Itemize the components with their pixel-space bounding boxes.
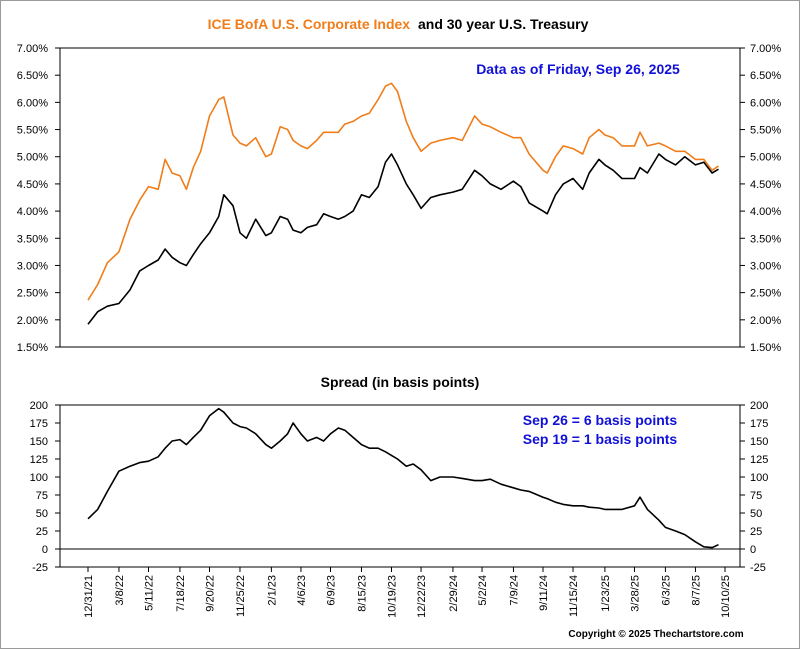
y-tick-label: 25 [750, 526, 762, 538]
x-tick-label: 9/20/22 [205, 575, 217, 612]
y-tick-label: 2.50% [750, 288, 781, 300]
top-y-axis-left: 1.50% 2.00% 2.50% 3.00% 3.50% 4.00% 4.50% 5.00%… [17, 43, 60, 354]
y-tick-label: 3.00% [750, 260, 781, 272]
x-tick-label: 5/11/22 [144, 575, 156, 611]
x-tick-label: 2/29/24 [448, 575, 460, 612]
y-tick-label: 75 [36, 490, 48, 502]
x-tick-label: 11/25/22 [235, 575, 247, 617]
y-tick-label: 50 [750, 508, 762, 520]
spread-y-axis-right: -25 0 25 50 75 100 125 150 175 200 [740, 400, 768, 574]
y-tick-label: 1.50% [750, 342, 781, 354]
x-tick-label: 2/1/23 [266, 575, 278, 606]
data-as-of-note: Data as of Friday, Sep 26, 2025 [476, 61, 680, 77]
y-tick-label: 4.00% [17, 206, 48, 218]
x-tick-label: 7/18/22 [175, 575, 187, 612]
y-tick-label: 150 [750, 436, 768, 448]
x-tick-label: 7/9/24 [508, 575, 520, 606]
x-tick-label: 5/2/24 [477, 575, 489, 606]
y-tick-label: 5.00% [17, 152, 48, 164]
y-tick-label: 100 [750, 472, 768, 484]
y-tick-label: -25 [750, 562, 766, 574]
y-tick-label: 1.50% [17, 342, 48, 354]
x-tick-label: 3/28/25 [630, 575, 642, 612]
x-axis: 12/31/21 3/8/22 5/11/22 7/18/22 9/20/22 11/25… [83, 567, 732, 618]
y-tick-label: 6.50% [750, 70, 781, 82]
y-tick-label: 5.00% [750, 152, 781, 164]
x-tick-label: 10/19/23 [387, 575, 399, 618]
x-tick-label: 12/31/21 [83, 575, 95, 618]
x-tick-label: 12/22/23 [416, 575, 428, 618]
y-tick-label: 200 [750, 400, 768, 412]
x-tick-label: 9/11/24 [538, 575, 550, 611]
title-corporate: ICE BofA U.S. Corporate Index [208, 16, 411, 32]
x-tick-label: 6/3/25 [660, 575, 672, 606]
x-tick-label: 6/9/23 [326, 575, 338, 606]
y-tick-label: 3.50% [750, 233, 781, 245]
x-tick-label: 1/23/25 [600, 575, 612, 612]
series-line-corporate [87, 82, 719, 301]
top-plot-area [59, 47, 741, 348]
x-tick-label: 10/10/25 [720, 575, 732, 618]
x-tick-label: 4/6/23 [296, 575, 308, 606]
y-tick-label: 5.50% [750, 125, 781, 137]
y-tick-label: 50 [36, 508, 48, 520]
y-tick-label: 2.00% [17, 315, 48, 327]
y-tick-label: 7.00% [750, 43, 781, 55]
y-tick-label: 6.00% [17, 97, 48, 109]
y-tick-label: 4.50% [17, 179, 48, 191]
spread-series-lines [87, 407, 719, 549]
y-tick-label: 0 [42, 544, 48, 556]
y-tick-label: 150 [30, 436, 48, 448]
spread-plot-area [59, 404, 741, 568]
y-tick-label: 6.50% [17, 70, 48, 82]
copyright: Copyright © 2025 Thechartstore.com [568, 629, 743, 640]
y-tick-label: 2.50% [17, 288, 48, 300]
y-tick-label: 25 [36, 526, 48, 538]
x-tick-label: 3/8/22 [114, 575, 126, 606]
top-series-lines [87, 82, 719, 325]
y-tick-label: 4.50% [750, 179, 781, 191]
y-tick-label: -25 [32, 562, 48, 574]
y-tick-label: 125 [750, 454, 768, 466]
y-tick-label: 200 [30, 400, 48, 412]
y-tick-label: 175 [30, 418, 48, 430]
y-tick-label: 7.00% [17, 43, 48, 55]
y-tick-label: 2.00% [750, 315, 781, 327]
x-tick-label: 11/15/24 [568, 575, 580, 617]
y-tick-label: 3.00% [17, 260, 48, 272]
x-tick-label: 8/7/25 [690, 575, 702, 606]
spread-title: Spread (in basis points) [321, 374, 480, 390]
y-tick-label: 6.00% [750, 97, 781, 109]
y-tick-label: 4.00% [750, 206, 781, 218]
chart-title: ICE BofA U.S. Corporate Index and 30 yea… [208, 16, 589, 32]
y-tick-label: 175 [750, 418, 768, 430]
spread-y-axis-left: -25 0 25 50 75 100 125 150 175 200 [30, 400, 740, 574]
y-tick-label: 3.50% [17, 233, 48, 245]
y-tick-label: 125 [30, 454, 48, 466]
x-tick-label: 8/15/23 [357, 575, 369, 612]
spread-note-2: Sep 19 = 1 basis points [523, 431, 678, 447]
y-tick-label: 75 [750, 490, 762, 502]
spread-note-1: Sep 26 = 6 basis points [523, 412, 678, 428]
y-tick-label: 5.50% [17, 125, 48, 137]
y-tick-label: 100 [30, 472, 48, 484]
y-tick-label: 0 [750, 544, 756, 556]
top-y-axis-right: 1.50% 2.00% 2.50% 3.00% 3.50% 4.00% 4.50% 5.00%… [740, 43, 781, 354]
series-line-spread [87, 407, 719, 549]
title-treasury: and 30 year U.S. Treasury [418, 16, 589, 32]
series-line-treasury [87, 153, 719, 325]
